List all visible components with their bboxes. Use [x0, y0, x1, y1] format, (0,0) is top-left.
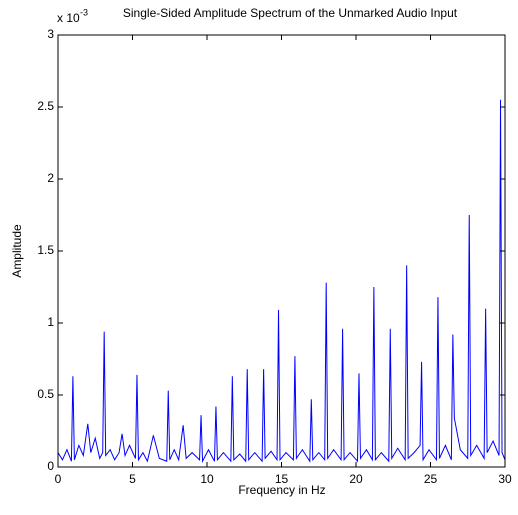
y-tick-label: 2.5 [37, 99, 54, 113]
y-axis-label: Amplitude [10, 224, 24, 278]
x-tick-label: 30 [498, 472, 512, 486]
spectrum-line [57, 99, 506, 464]
y-tick-label: 0.5 [37, 387, 54, 401]
y-tick-label: 0 [47, 459, 54, 473]
y-multiplier-exponent: -3 [80, 7, 88, 17]
y-tick-label: 2 [47, 171, 54, 185]
x-tick-label: 5 [129, 472, 136, 486]
x-axis-label: Frequency in Hz [238, 483, 325, 497]
x-tick-label: 0 [55, 472, 62, 486]
chart-title: Single-Sided Amplitude Spectrum of the U… [123, 6, 458, 20]
y-tick-label: 3 [47, 27, 54, 41]
x-tick-label: 15 [275, 472, 289, 486]
y-tick-label: 1.5 [37, 243, 54, 257]
x-tick-label: 25 [424, 472, 438, 486]
y-tick-label: 1 [47, 315, 54, 329]
x-tick-label: 10 [200, 472, 214, 486]
x-tick-label: 20 [349, 472, 363, 486]
y-multiplier: x 10 [57, 11, 80, 25]
